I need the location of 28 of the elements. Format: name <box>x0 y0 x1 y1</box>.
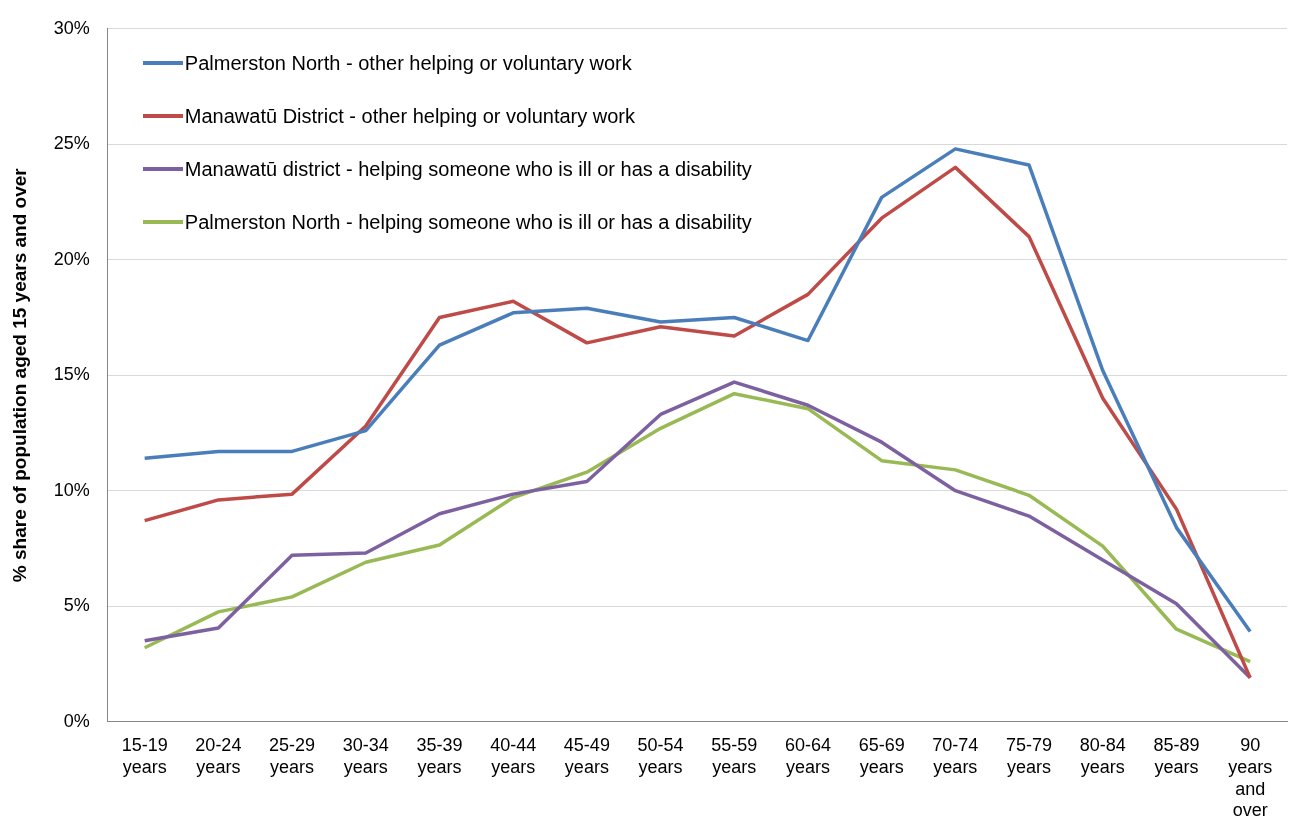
y-tick-label: 25% <box>53 133 90 154</box>
legend-label: Manawatū District - other helping or voluntary work <box>184 104 635 128</box>
x-tick-label: 15-19 years <box>121 735 168 777</box>
x-tick-label: 80-84 years <box>1079 735 1126 777</box>
x-tick-label: 20-24 years <box>195 735 242 777</box>
x-tick-label: 45-49 years <box>563 735 610 777</box>
x-tick-label: 70-74 years <box>932 735 979 777</box>
x-tick-label: 50-54 years <box>637 735 684 777</box>
x-tick-label: 90 years and over <box>1228 735 1273 821</box>
x-tick-label: 65-69 years <box>858 735 905 777</box>
legend-label: Palmerston North - other helping or voluntary work <box>184 51 632 75</box>
x-tick-label: 40-44 years <box>490 735 537 777</box>
legend-label: Manawatū district - helping someone who is ill or has a disability <box>184 157 752 181</box>
x-tick-label: 85-89 years <box>1153 735 1200 777</box>
legend-label: Palmerston North - helping someone who is ill or has a disability <box>184 210 752 234</box>
x-tick-label: 55-59 years <box>711 735 758 777</box>
x-tick-label: 30-34 years <box>342 735 389 777</box>
x-tick-label: 25-29 years <box>269 735 316 777</box>
y-axis-title: % share of population aged 15 years and over <box>8 167 30 583</box>
y-tick-label: 30% <box>53 17 90 38</box>
y-tick-label: 5% <box>63 595 90 616</box>
y-tick-label: 20% <box>53 248 90 269</box>
y-tick-label: 10% <box>53 479 90 500</box>
y-tick-label: 15% <box>53 364 90 385</box>
y-tick-label: 0% <box>63 710 90 731</box>
x-tick-label: 35-39 years <box>416 735 463 777</box>
x-tick-label: 75-79 years <box>1006 735 1053 777</box>
x-tick-label: 60-64 years <box>784 735 831 777</box>
